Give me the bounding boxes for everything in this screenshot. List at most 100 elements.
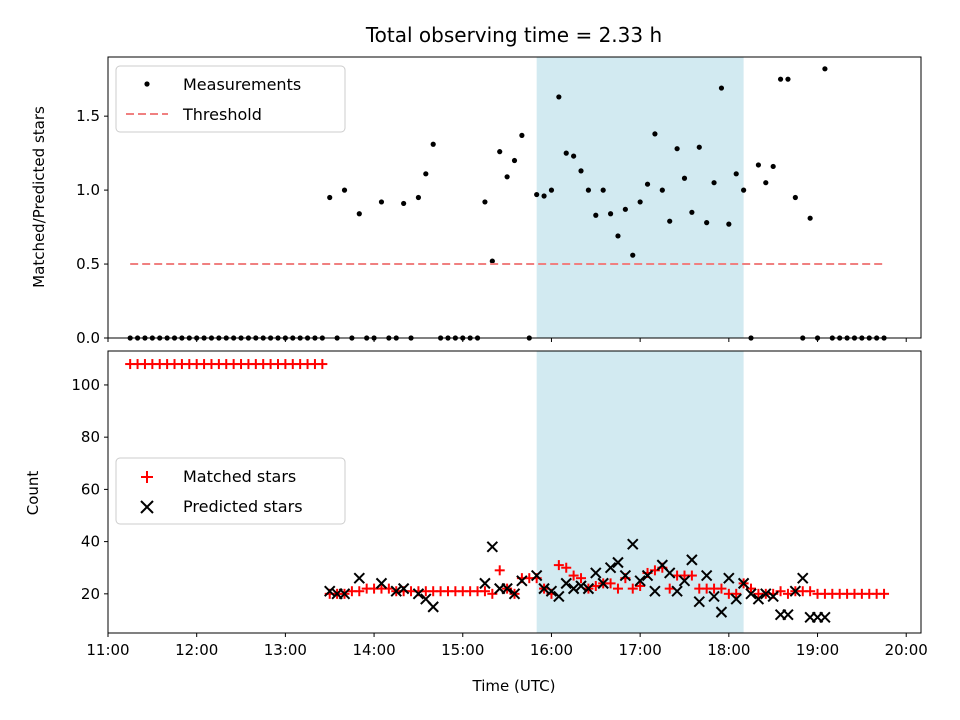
bottom-y-axis-label: Count (24, 471, 42, 516)
predicted-stars-point (708, 590, 720, 603)
predicted-stars-point (530, 569, 543, 582)
predicted-stars-point (686, 554, 698, 566)
matched-stars-point (553, 560, 564, 571)
predicted-stars-point (819, 611, 831, 624)
measurement-point (630, 252, 636, 258)
measurement-point (327, 194, 333, 201)
x-tick-label: 17:00 (619, 641, 662, 659)
measurement-point (430, 141, 436, 147)
measurement-point (741, 187, 747, 193)
matched-stars-point (479, 586, 490, 597)
predicted-stars-point (730, 593, 742, 605)
matched-stars-point (494, 565, 505, 576)
predicted-stars-point (737, 577, 750, 590)
predicted-stars-point (560, 577, 572, 590)
matched-stars-point (782, 588, 793, 599)
measurement-point (711, 180, 717, 186)
y-tick-label: 80 (81, 428, 100, 446)
bottom-plot-marks (125, 359, 890, 624)
measurement-point (541, 193, 547, 199)
predicted-stars-point (612, 556, 624, 569)
predicted-stars-point (412, 588, 425, 600)
measurement-point (777, 76, 784, 82)
measurement-point (792, 194, 798, 201)
y-tick-label: 1.0 (76, 181, 100, 199)
matched-stars-point (731, 588, 742, 599)
measurement-point (637, 199, 643, 205)
matched-stars-point (317, 359, 328, 370)
top-x-ticks (107, 338, 907, 342)
predicted-stars-point (797, 572, 809, 584)
bottom-y-ticks: 20 40 60 80 100 (71, 376, 108, 603)
matched-stars-point (605, 578, 616, 589)
predicted-stars-point (397, 582, 410, 595)
predicted-stars-point (641, 569, 654, 582)
predicted-stars-point (538, 582, 550, 595)
bottom-panel: 20 40 60 80 100 11:00 12:00 13:00 14:00 15:00 16:… (24, 350, 928, 695)
predicted-stars-point (324, 585, 336, 597)
predicted-stars-point (575, 580, 587, 592)
predicted-stars-point (486, 541, 499, 553)
predicted-stars-point (545, 585, 558, 597)
matched-stars-point (561, 562, 572, 573)
measurement-point (556, 94, 562, 100)
predicted-stars-point (427, 601, 439, 613)
measurement-point (504, 174, 510, 180)
matched-stars-point (879, 588, 890, 599)
x-axis-label: Time (UTC) (472, 677, 556, 695)
bottom-legend-frame (115, 457, 346, 525)
measurement-point (674, 146, 680, 152)
predicted-stars-point (700, 569, 713, 582)
measurement-point (659, 187, 665, 193)
y-tick-label: 0.5 (76, 255, 100, 273)
x-tick-label: 12:00 (175, 641, 218, 659)
predicted-stars-point (582, 582, 595, 595)
predicted-stars-point (338, 588, 351, 600)
matched-stars-point (590, 581, 601, 591)
predicted-stars-point (715, 606, 728, 618)
measurement-point (401, 200, 407, 207)
measurement-point (482, 199, 488, 205)
measurement-point (593, 212, 599, 218)
measurement-point (667, 218, 673, 224)
measurement-point (534, 191, 540, 198)
measurement-point (785, 76, 791, 82)
predicted-stars-point (590, 567, 602, 579)
measurement-point (652, 131, 658, 137)
measurement-point (415, 194, 422, 201)
top-y-ticks: 0.0 0.5 1.0 1.5 (76, 107, 108, 347)
predicted-stars-point (597, 577, 609, 590)
measurement-point (696, 144, 702, 150)
measurement-point (822, 66, 828, 72)
measurement-point (704, 220, 710, 226)
measurement-point (341, 187, 348, 193)
predicted-stars-point (508, 588, 521, 600)
predicted-stars-point (627, 538, 639, 550)
measurement-point (733, 171, 739, 177)
x-tick-label: 20:00 (885, 641, 928, 659)
predicted-stars-point (752, 593, 765, 605)
measurement-point (423, 171, 429, 177)
predicted-stars-point (501, 582, 513, 595)
predicted-stars-point (782, 609, 794, 621)
predicted-stars-point (516, 575, 528, 587)
measurement-point (497, 149, 503, 155)
matched-stars-point (576, 573, 587, 584)
measurement-point (600, 187, 606, 193)
measurement-point (681, 175, 688, 181)
measurement-point (622, 206, 628, 212)
top-axes-frame (107, 56, 922, 339)
bottom-legend: Matched stars Predicted stars (115, 457, 346, 525)
y-tick-label: 20 (81, 585, 100, 603)
y-tick-label: 1.5 (76, 107, 100, 125)
measurement-point (511, 157, 518, 164)
measurement-point (571, 153, 577, 159)
matched-stars-point (568, 570, 579, 581)
matched-stars-point (664, 583, 675, 594)
x-tick-label: 14:00 (352, 641, 395, 659)
legend-predicted-label: Predicted stars (183, 497, 303, 516)
measurement-point (519, 132, 525, 138)
y-tick-label: 0.0 (76, 329, 100, 347)
matched-stars-point (354, 586, 365, 597)
measurement-point (356, 211, 362, 217)
